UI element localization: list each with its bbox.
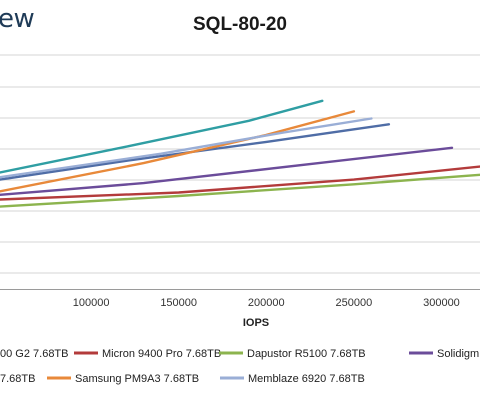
series-line-6 (0, 110, 356, 193)
series-line-2 (0, 165, 480, 201)
x-tick-label: 150000 (160, 297, 197, 309)
x-tick-label: 200000 (248, 297, 285, 309)
legend-entry: Samsung PM9A3 7.68TB (75, 373, 199, 385)
brand-logo-text: ew (0, 4, 35, 34)
series-lines (0, 99, 480, 208)
legend-entry: 00 G2 7.68TB (0, 348, 69, 360)
x-tick-label: 300000 (423, 297, 460, 309)
series-line-4 (0, 146, 454, 196)
legend-entry: Memblaze 6920 7.68TB (248, 373, 365, 385)
legend-entry: Solidigm (437, 348, 479, 360)
series-line-3 (0, 173, 480, 208)
gridlines (0, 54, 480, 290)
legend-entry: 7.68TB (0, 373, 35, 385)
series-line-5 (0, 99, 324, 174)
series-line-7 (0, 117, 373, 179)
x-tick-label: 250000 (336, 297, 373, 309)
legend-entry: Micron 9400 Pro 7.68TB (102, 348, 221, 360)
x-tick-label: 100000 (73, 297, 110, 309)
x-axis-label: IOPS (243, 317, 269, 329)
legend-entry: Dapustor R5100 7.68TB (247, 348, 366, 360)
chart-title: SQL-80-20 (193, 14, 287, 35)
x-tick-labels: 100000 150000 200000 250000 300000 (73, 297, 460, 309)
legend: 00 G2 7.68TB Micron 9400 Pro 7.68TB Dapust… (0, 348, 479, 385)
